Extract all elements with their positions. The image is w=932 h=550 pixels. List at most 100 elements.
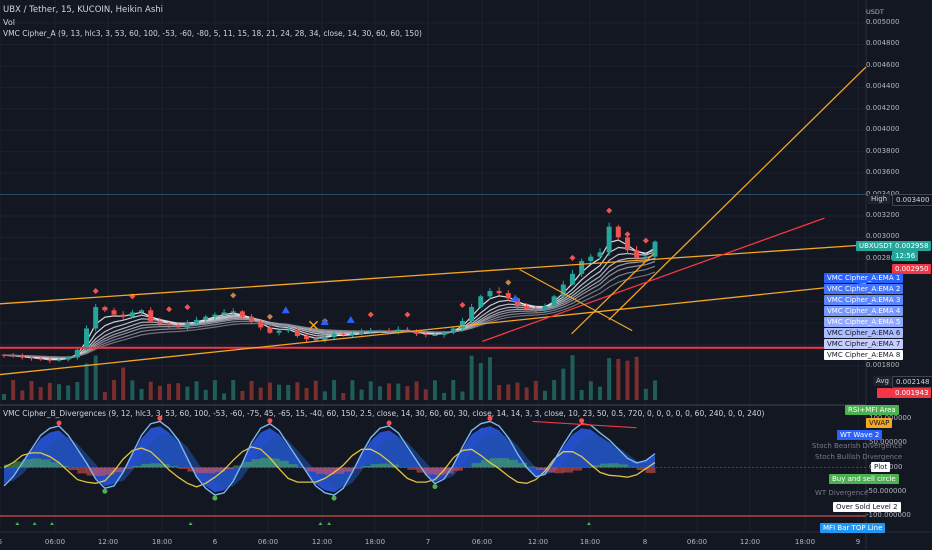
candle-body [322, 337, 328, 341]
candle-body [249, 316, 255, 323]
tag-mfi-bar-top: MFI Bar TOP Line [820, 523, 886, 533]
mfi-band [233, 465, 243, 468]
candle-body [184, 323, 190, 328]
mfi-signal-arrow [188, 522, 193, 525]
time-tick-label: 18:00 [794, 538, 816, 546]
tag-stoch-bull-div: Stoch Bullish Divergence [815, 453, 903, 461]
volume-bar [469, 355, 474, 400]
candle-body [38, 358, 44, 360]
mfi-band [242, 461, 253, 468]
time-tick-label: 8 [642, 538, 648, 546]
volume-bar [130, 380, 135, 400]
volume-bar [616, 358, 621, 400]
volume-bar [359, 389, 364, 400]
mfi-band [544, 467, 555, 473]
ema-tag: VMC Cipher_A:EMA 8 [824, 350, 904, 360]
mfi-band [517, 462, 528, 468]
candle-body [450, 328, 456, 333]
candle-body [560, 284, 566, 297]
grid-lines [0, 0, 866, 532]
low-value-tag: 0.001943 [892, 388, 932, 398]
candle-body [276, 330, 282, 333]
volume-bar [643, 388, 648, 400]
price-tick-label: 0.003600 [866, 168, 900, 177]
volume-bar [377, 386, 382, 400]
volume-bar [157, 385, 162, 400]
volume-legend[interactable]: Vol [3, 18, 15, 27]
mfi-band [22, 459, 33, 468]
candle-body [615, 226, 621, 238]
time-tick-label: 5 [0, 538, 2, 546]
mfi-band [379, 463, 390, 468]
volume-bar [597, 386, 602, 400]
price-tick-label: 0.004600 [866, 60, 900, 69]
mfi-band [77, 467, 88, 474]
avg-label: Avg [873, 376, 892, 386]
volume-bar [442, 392, 447, 400]
mfi-band [288, 464, 298, 468]
time-tick-label: 18:00 [364, 538, 386, 546]
mfi-band [297, 467, 308, 469]
candle-body [432, 334, 438, 336]
volume-bar [57, 384, 62, 400]
mfi-signal-arrow [15, 522, 20, 525]
volume-bar [176, 383, 181, 400]
wt-wave-1-line [3, 420, 656, 496]
signal-diamond [367, 311, 374, 318]
mfi-band [480, 459, 491, 468]
candle-body [29, 357, 35, 359]
volume-bar [497, 385, 502, 400]
price-tick-label: 0.004400 [866, 82, 900, 91]
volume-bar [387, 383, 392, 400]
candle-body [139, 310, 145, 313]
volume-bar [478, 363, 483, 400]
buy-dot [432, 484, 438, 490]
avg-value: 0.002148 [892, 376, 932, 388]
indicator-b-legend[interactable]: VMC Cipher_B_Divergences (9, 12, hlc3, 3… [3, 409, 765, 418]
mfi-signal-arrow [49, 522, 54, 525]
volume-bar [84, 363, 89, 400]
candle-body [496, 290, 502, 294]
volume-bar [231, 380, 236, 400]
volume-bar [139, 388, 144, 400]
time-tick-label: 06:00 [257, 538, 279, 546]
trendlines[interactable] [0, 66, 867, 376]
mfi-signal-arrow [327, 522, 332, 525]
wedge-lower [571, 253, 655, 335]
indicator-a-legend[interactable]: VMC Cipher_A (9, 13, hlc3, 3, 53, 60, 10… [3, 29, 422, 38]
symbol-legend[interactable]: UBX / Tether, 15, KUCOIN, Heikin Ashi [3, 5, 163, 15]
volume-bar [47, 382, 52, 400]
signal-diamond [230, 292, 237, 299]
candle-body [542, 305, 548, 311]
ema-ribbon [3, 239, 656, 361]
mfi-band [95, 467, 106, 476]
candle-body [349, 333, 355, 335]
mfi-band [627, 466, 638, 468]
volume-bar [414, 381, 419, 400]
mfi-band [169, 466, 179, 468]
volume-bar [194, 381, 199, 400]
signal-triangle [511, 294, 520, 302]
price-tick-label: 0.005000 [866, 18, 900, 26]
mfi-band [563, 467, 573, 473]
mfi-band [508, 459, 518, 468]
volume-bar [249, 380, 254, 400]
mfi-band [535, 467, 546, 470]
countdown-tag: 12:56 [892, 251, 919, 261]
wedge-upper [519, 269, 633, 332]
candle-body [386, 330, 392, 332]
candle-body [643, 256, 649, 258]
mfi-band [132, 465, 143, 468]
candle-body [157, 320, 163, 325]
candle-body [441, 332, 447, 335]
candles [1, 222, 658, 364]
time-tick-label: 06:00 [471, 538, 493, 546]
candle-body [175, 325, 181, 328]
candle-body [74, 349, 80, 358]
price-tick-label: 0.004200 [866, 103, 900, 112]
signal-diamond [505, 279, 512, 286]
oscillator-tick-label: -50.000000 [866, 486, 907, 495]
mfi-signal-arrow [586, 522, 591, 525]
price-unit: USDT [866, 8, 884, 16]
